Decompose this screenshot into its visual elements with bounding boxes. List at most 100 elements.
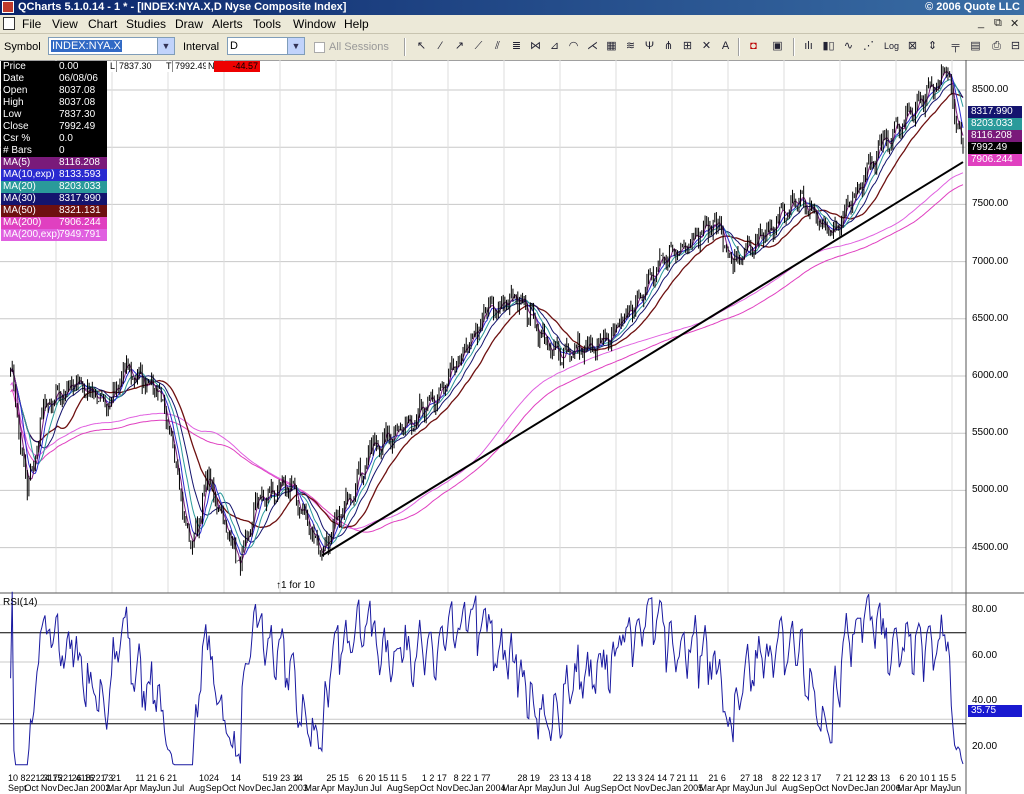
chevron-down-icon[interactable]: ▼ [157,38,174,54]
data-window-row: MA(200,exp) 7949.791 [1,229,107,241]
month-tick-label: Apr [123,783,138,793]
ray-tool-icon[interactable]: ↗ [454,40,465,52]
channel-tool-icon[interactable]: ⫽ [495,40,500,52]
price-marker-label: 7992.49 [968,142,1022,154]
date-tick-label: 18 [581,773,592,783]
log-scale-icon[interactable]: Log [883,41,900,51]
all-sessions-checkbox[interactable] [314,42,325,53]
bar-chart-icon[interactable]: ılı [804,40,813,52]
month-tick-label: 2004 [485,783,506,793]
data-window-row: High 8037.08 [1,97,107,109]
data-window-label: Price [3,61,26,72]
alert-icon[interactable]: ◘ [750,40,757,52]
month-tick-label: Jul [172,783,185,793]
month-tick-label: Aug [781,783,798,793]
data-window-value: 7906.244 [59,217,101,228]
interval-combo[interactable]: D ▼ [227,37,305,55]
andrews-tool-icon[interactable]: ⋔ [663,40,674,52]
data-window-row: MA(50) 8321.131 [1,205,107,217]
properties-icon[interactable]: ▣ [772,40,783,52]
chevron-down-icon[interactable]: ▼ [287,38,304,54]
grid-toggle-icon[interactable]: ▤ [970,40,981,52]
data-window-value: 8133.593 [59,169,101,180]
menu-file[interactable]: File [22,17,42,31]
data-window-value: 8203.033 [59,181,101,192]
data-window-row: Date 06/08/06 [1,73,107,85]
gann-tool-icon[interactable]: ⊿ [549,40,560,52]
price-marker-label: 7906.244 [968,154,1022,166]
data-window-row: MA(20) 8203.033 [1,181,107,193]
pitchfork-tool-icon[interactable]: Ψ [644,40,655,52]
fib-tool-icon[interactable]: ≣ [511,40,522,52]
menu-view[interactable]: View [52,17,78,31]
line-chart-icon[interactable]: ∿ [843,40,854,52]
data-window-label: MA(5) [3,157,31,168]
speed-tool-icon[interactable]: ≋ [625,40,636,52]
data-window-value: 7992.49 [59,121,96,132]
month-tick-label: Jun [156,783,171,793]
menu-window[interactable]: Window [293,17,336,31]
cross-tool-icon[interactable]: ✕ [701,40,712,52]
data-window-value: 7837.30 [59,109,96,120]
interval-value[interactable]: D [230,40,238,52]
month-tick-label: Jul [370,783,382,793]
menu-alerts[interactable]: Alerts [212,17,243,31]
dot-chart-icon[interactable]: ⋰ [863,40,874,52]
month-tick-label: Mar [897,783,913,793]
symbol-combo[interactable]: INDEX:NYA.X ▼ [48,37,175,55]
menu-tools[interactable]: Tools [253,17,282,31]
price-series [10,64,964,576]
zoom-icon[interactable]: ⊠ [907,40,918,52]
price-tick-label: 6000.00 [972,370,1009,381]
month-tick-label: Mar [304,783,320,793]
date-tick-label: 21 11 [676,773,699,783]
interval-label: Interval [183,41,220,53]
arc-tool-icon[interactable]: ◠ [568,40,579,52]
month-tick-label: Jun [551,783,566,793]
cycle-tool-icon[interactable]: ⋈ [530,40,541,52]
month-tick-label: May [534,783,552,793]
fan-tool-icon[interactable]: ⋌ [587,40,598,52]
scale-icon[interactable]: ⇕ [927,40,938,52]
date-tick-label: 6 20 10 [899,773,930,783]
menu-draw[interactable]: Draw [175,17,204,31]
data-window-label: # Bars [3,145,32,156]
ma200-line [10,184,964,533]
chart-canvas[interactable] [0,60,1024,794]
data-window-row: Csr % 0.0 [1,133,107,145]
pointer-tool-icon[interactable]: ↖ [416,40,427,52]
date-tick-label: 1 15 5 [931,773,957,783]
price-tick-label: 8500.00 [972,84,1009,95]
split-annotation: ↑1 for 10 [276,580,315,591]
net-change: -44.57 [214,61,260,72]
text-tool-icon[interactable]: A [721,40,730,52]
menu-studies[interactable]: Studies [126,17,167,31]
layout-icon[interactable]: ⊟ [1010,40,1021,52]
title-bar: QCharts 5.1.0.14 - 1 * - [INDEX:NYA.X,D … [0,0,1024,15]
data-window-value: 0.0 [59,133,73,144]
menu-chart[interactable]: Chart [88,17,118,31]
data-window-row: MA(5) 8116.208 [1,157,107,169]
data-window-value: 8037.08 [59,85,96,96]
close-button[interactable]: ✕ [1010,18,1020,30]
trend-tool-icon[interactable]: ⟋ [474,40,483,52]
data-window-row: Price 0.00 [1,61,107,73]
print-icon[interactable]: ⎙ [992,40,1001,52]
document-icon[interactable] [3,17,15,30]
crosshair-icon[interactable]: ╤ [951,40,960,52]
data-window-value: 7949.791 [59,229,101,240]
grid-tool-icon[interactable]: ▦ [606,40,617,52]
month-tick-label: Oct [419,783,434,793]
minimize-button[interactable]: _ [978,17,985,29]
date-tick-label: 1 2 17 [421,773,447,783]
month-tick-label: Dec [650,783,667,793]
candle-chart-icon[interactable]: ▮▯ [822,40,835,52]
low-value: 7837.30 [116,61,154,72]
line-tool-icon[interactable]: ⁄ [439,40,442,52]
copyright-text: © 2006 Quote LLC [925,1,1020,13]
net-label: N [206,61,217,72]
square-tool-icon[interactable]: ⊞ [682,40,693,52]
symbol-value[interactable]: INDEX:NYA.X [51,40,122,52]
menu-help[interactable]: Help [344,17,369,31]
restore-button[interactable]: ⧉ [994,17,1002,29]
